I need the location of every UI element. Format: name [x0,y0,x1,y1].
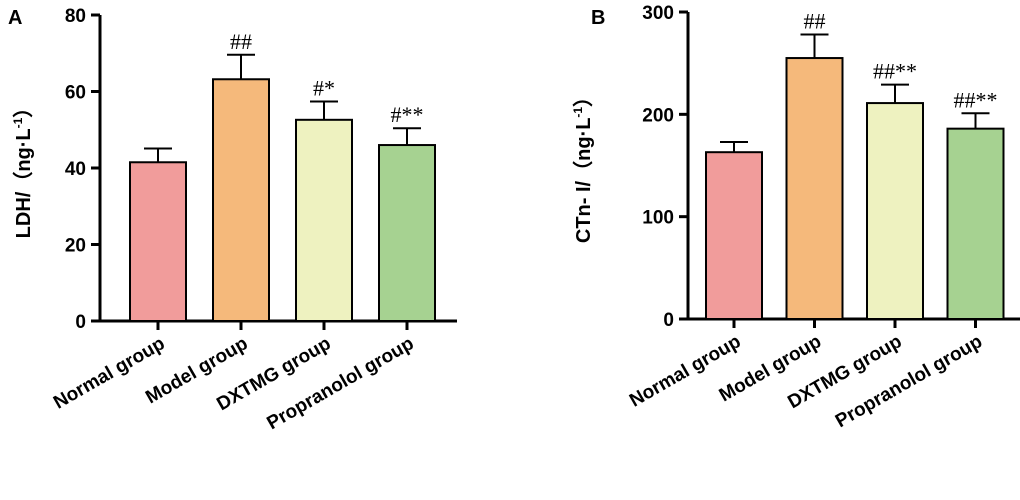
panel-a-bar [129,161,187,322]
panel-a-significance-label: #** [391,102,424,127]
panel-b-y-tick-label: 0 [663,310,674,331]
panel-b-y-tick-label: 200 [642,105,674,126]
panel-a-y-tick-label: 20 [65,236,86,257]
panel-b-y-axis-title-close: ） [572,87,595,107]
panel-b-y-axis-title: CTn- I/（ng·L-1） [571,87,595,243]
panel-b-bar [785,57,844,321]
panel-b-bar [705,151,763,320]
panel-a-bar [295,118,353,323]
panel-a-y-tick-label: 80 [65,6,86,27]
panel-b-bar [946,127,1005,320]
panel-a-bar [212,78,270,323]
panel-a-significance-label: ## [230,29,252,54]
panel-a-y-tick-label: 40 [65,159,86,180]
panel-b-significance-label: ##** [954,87,998,112]
panel-a-y-axis-title-main: LDH/（ng·L [12,128,35,238]
panel-a-y-tick-label: 60 [65,83,86,104]
panel-b-y-tick-label: 100 [642,208,674,229]
panel-a-significance-label: #* [313,75,335,100]
panel-a-bar [378,144,436,322]
panel-b-y-axis-title-sup: -1 [571,107,585,118]
panel-b-significance-label: ##** [873,59,917,84]
panel-a-y-axis-title-sup: -1 [11,117,25,128]
panel-b-y-tick-label: 300 [642,3,674,24]
panel-a-letter: A [8,7,22,29]
panel-b-category-label: Propranolol group [832,331,986,432]
panel-b-bar [866,102,924,321]
panel-b-significance-label: ## [804,9,826,34]
panel-b-y-axis-title-main: CTn- I/（ng·L [572,118,595,244]
panel-b-letter: B [591,7,605,29]
panel-a-category-label: Propranolol group [263,333,417,434]
panel-a-y-tick-label: 0 [75,312,86,333]
panel-a-y-axis-title: LDH/（ng·L-1） [11,98,35,239]
panel-a-y-axis-title-close: ） [12,98,35,118]
